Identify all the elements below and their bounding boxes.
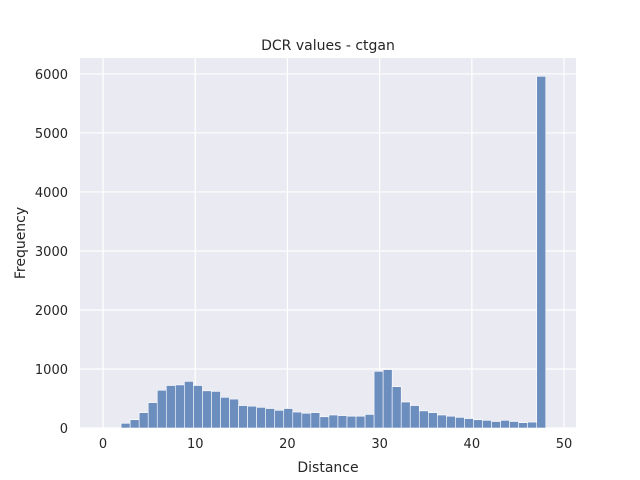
histogram-bar xyxy=(120,422,131,429)
histogram-bar xyxy=(229,398,239,429)
histogram-bar xyxy=(193,385,203,429)
histogram-bar xyxy=(400,401,411,429)
histogram-bar xyxy=(455,417,465,429)
x-tick-labels: 0 10 20 30 40 50 xyxy=(99,437,572,452)
histogram-bar xyxy=(319,416,330,429)
histogram-bar xyxy=(247,405,257,429)
x-tick-label: 40 xyxy=(464,437,481,452)
y-tick-label: 4000 xyxy=(35,186,68,201)
histogram-bar xyxy=(409,405,420,429)
histogram-bar xyxy=(364,414,375,429)
x-tick-label: 0 xyxy=(99,437,107,452)
plot-background xyxy=(80,58,576,428)
histogram-bar xyxy=(175,384,185,429)
histogram-bar xyxy=(292,411,303,429)
histogram-bar xyxy=(518,422,528,429)
y-tick-label: 0 xyxy=(60,422,68,437)
grid-lines xyxy=(80,58,576,429)
histogram-bar xyxy=(482,420,492,429)
histogram-bar xyxy=(156,389,167,429)
y-tick-label: 2000 xyxy=(35,304,68,319)
histogram-bar xyxy=(184,381,194,429)
histogram-bar xyxy=(382,369,393,429)
histogram-bar xyxy=(138,412,149,429)
histogram-bar xyxy=(202,390,212,429)
histogram-bar xyxy=(265,408,276,429)
y-tick-label: 5000 xyxy=(35,127,68,142)
histogram-bar xyxy=(373,371,384,429)
histogram-bar xyxy=(355,415,366,429)
histogram-bar xyxy=(437,414,447,429)
x-tick-label: 20 xyxy=(279,437,296,452)
histogram-bar xyxy=(391,386,402,429)
histogram-bar xyxy=(473,419,483,429)
chart-title: DCR values - ctgan xyxy=(261,38,395,54)
x-tick-label: 50 xyxy=(556,437,573,452)
histogram-bar xyxy=(464,418,474,429)
histogram-bar xyxy=(283,408,294,429)
histogram-bar xyxy=(165,385,176,429)
histogram-bar xyxy=(509,421,519,429)
y-tick-label: 3000 xyxy=(35,245,68,260)
histogram-bar xyxy=(256,407,266,429)
y-tick-label: 1000 xyxy=(35,363,68,378)
histogram-bar xyxy=(147,402,158,429)
histogram-bar xyxy=(238,405,248,429)
histogram-bar xyxy=(536,75,547,429)
bars xyxy=(120,75,547,429)
histogram-bar xyxy=(527,421,538,429)
histogram-bar xyxy=(500,420,510,429)
histogram-bar xyxy=(310,412,321,429)
histogram-bar xyxy=(446,415,456,429)
histogram-bar xyxy=(220,397,230,429)
histogram-bar xyxy=(301,412,312,429)
y-axis-label: Frequency xyxy=(13,207,29,279)
histogram-bar xyxy=(328,414,339,429)
histogram-bar xyxy=(346,415,357,429)
histogram-bar xyxy=(418,410,429,429)
x-tick-label: 30 xyxy=(371,437,388,452)
histogram-bar xyxy=(129,419,140,429)
histogram-bar xyxy=(211,391,221,429)
y-tick-labels: 0 1000 2000 3000 4000 5000 6000 xyxy=(35,68,68,437)
histogram-bar xyxy=(337,415,348,429)
x-tick-label: 10 xyxy=(187,437,204,452)
y-tick-label: 6000 xyxy=(35,68,68,83)
x-axis-label: Distance xyxy=(297,460,358,476)
histogram-bar xyxy=(428,412,438,429)
histogram-bar xyxy=(274,409,285,429)
histogram-bar xyxy=(491,421,501,429)
